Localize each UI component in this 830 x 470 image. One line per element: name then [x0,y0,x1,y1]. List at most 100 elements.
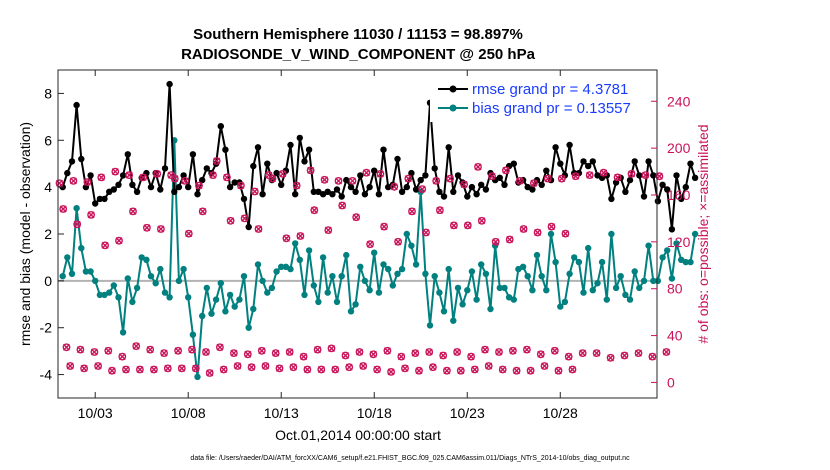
rmse-point [73,101,80,109]
obs-count-marker [111,167,120,176]
obs-count-marker [509,346,517,355]
obs-count-marker [174,346,183,355]
rmse-point [333,186,341,193]
rmse-point [580,158,587,165]
rmse-point [552,144,559,151]
rmse-point [315,188,322,195]
obs-count-marker [627,169,636,178]
obs-count-cross [125,171,133,179]
rmse-point [636,172,643,179]
bias-point [482,270,490,277]
obs-count-cross [258,347,266,355]
obs-count-marker [236,181,245,190]
rmse-point [380,146,387,153]
obs-count-cross [338,202,346,210]
bias-point [631,268,638,275]
obs-count-marker [453,348,461,356]
obs-count-marker [278,169,287,178]
rmse-point [440,193,448,200]
bias-point [315,298,322,306]
x-axis: 10/03 10/08 10/13 10/18 10/23 10/28 [78,70,578,421]
chart-subtitle: RADIOSONDE_V_WIND_COMPONENT @ 250 hPa [181,46,536,63]
rmse-point [338,193,345,200]
obs-count-cross [513,367,521,375]
obs-count-marker [495,348,503,356]
y-tick-label: -2 [40,320,53,336]
obs-count-marker [341,351,350,360]
bias-point [622,291,629,299]
obs-count-cross [251,187,259,195]
obs-count-cross [178,364,186,372]
obs-count-marker [348,176,357,185]
obs-count-marker [254,225,263,233]
obs-count-cross [160,349,168,357]
obs-count-marker [296,232,305,240]
obs-count-marker [125,171,134,180]
obs-count-cross [634,349,642,357]
obs-count-cross [450,221,458,229]
x-tick-label: 10/08 [171,405,206,421]
obs-count-cross [509,347,517,355]
obs-count-cross [244,350,252,358]
bias-point [598,258,606,266]
obs-count-cross [104,347,112,355]
obs-count-marker [170,174,179,183]
obs-count-marker [282,234,291,243]
bias-point [338,273,345,280]
bias-point [217,280,224,287]
bias-point [310,282,317,289]
obs-count-cross [376,170,384,178]
rmse-point [585,162,592,170]
bias-point [519,263,527,270]
rmse-point [78,155,85,163]
obs-count-marker [327,344,336,353]
bias-point [361,277,369,285]
obs-count-marker [456,366,465,375]
bias-point [510,296,517,303]
rmse-point [412,186,420,193]
obs-count-marker [55,179,64,188]
rmse-point [687,160,694,167]
legend-rmse-marker [449,85,457,93]
bias-point [478,261,485,268]
obs-count-cross [230,349,238,357]
bias-point [212,296,220,303]
obs-count-marker [101,241,110,250]
obs-count-cross [506,236,514,244]
obs-count-cross [328,344,336,352]
bias-point [561,298,569,306]
obs-count-cross [97,173,105,181]
obs-count-cross [342,351,349,359]
obs-count-cross [485,362,493,370]
legend-rmse-label: rmse grand pr = 4.3781 [472,81,628,98]
obs-count-marker [523,345,531,354]
rmse-point [510,160,517,167]
bias-point [301,291,308,299]
bias-point [82,268,90,275]
y2-tick-label: 240 [667,93,691,109]
bias-point [375,289,383,296]
rmse-point [668,226,676,233]
obs-count-cross [394,238,402,246]
obs-count-marker [425,348,434,356]
rmse-point [250,162,257,170]
bias-point [431,273,438,280]
obs-count-cross [471,366,479,374]
rmse-point [566,141,573,149]
obs-count-cross [321,176,329,184]
obs-count-cross [101,241,109,249]
rmse-point [529,186,536,193]
obs-count-marker [568,365,577,374]
bias-point [538,273,545,280]
obs-count-marker [655,172,664,181]
obs-count-marker [550,346,559,355]
bias-point [654,277,662,285]
bias-point [543,287,550,294]
obs-count-marker [299,352,308,361]
rmse-point [68,158,76,165]
obs-count-marker [543,174,552,183]
rmse-point [259,191,266,198]
bias-point [389,282,396,289]
obs-count-cross [662,348,670,356]
obs-count-cross [641,171,649,179]
